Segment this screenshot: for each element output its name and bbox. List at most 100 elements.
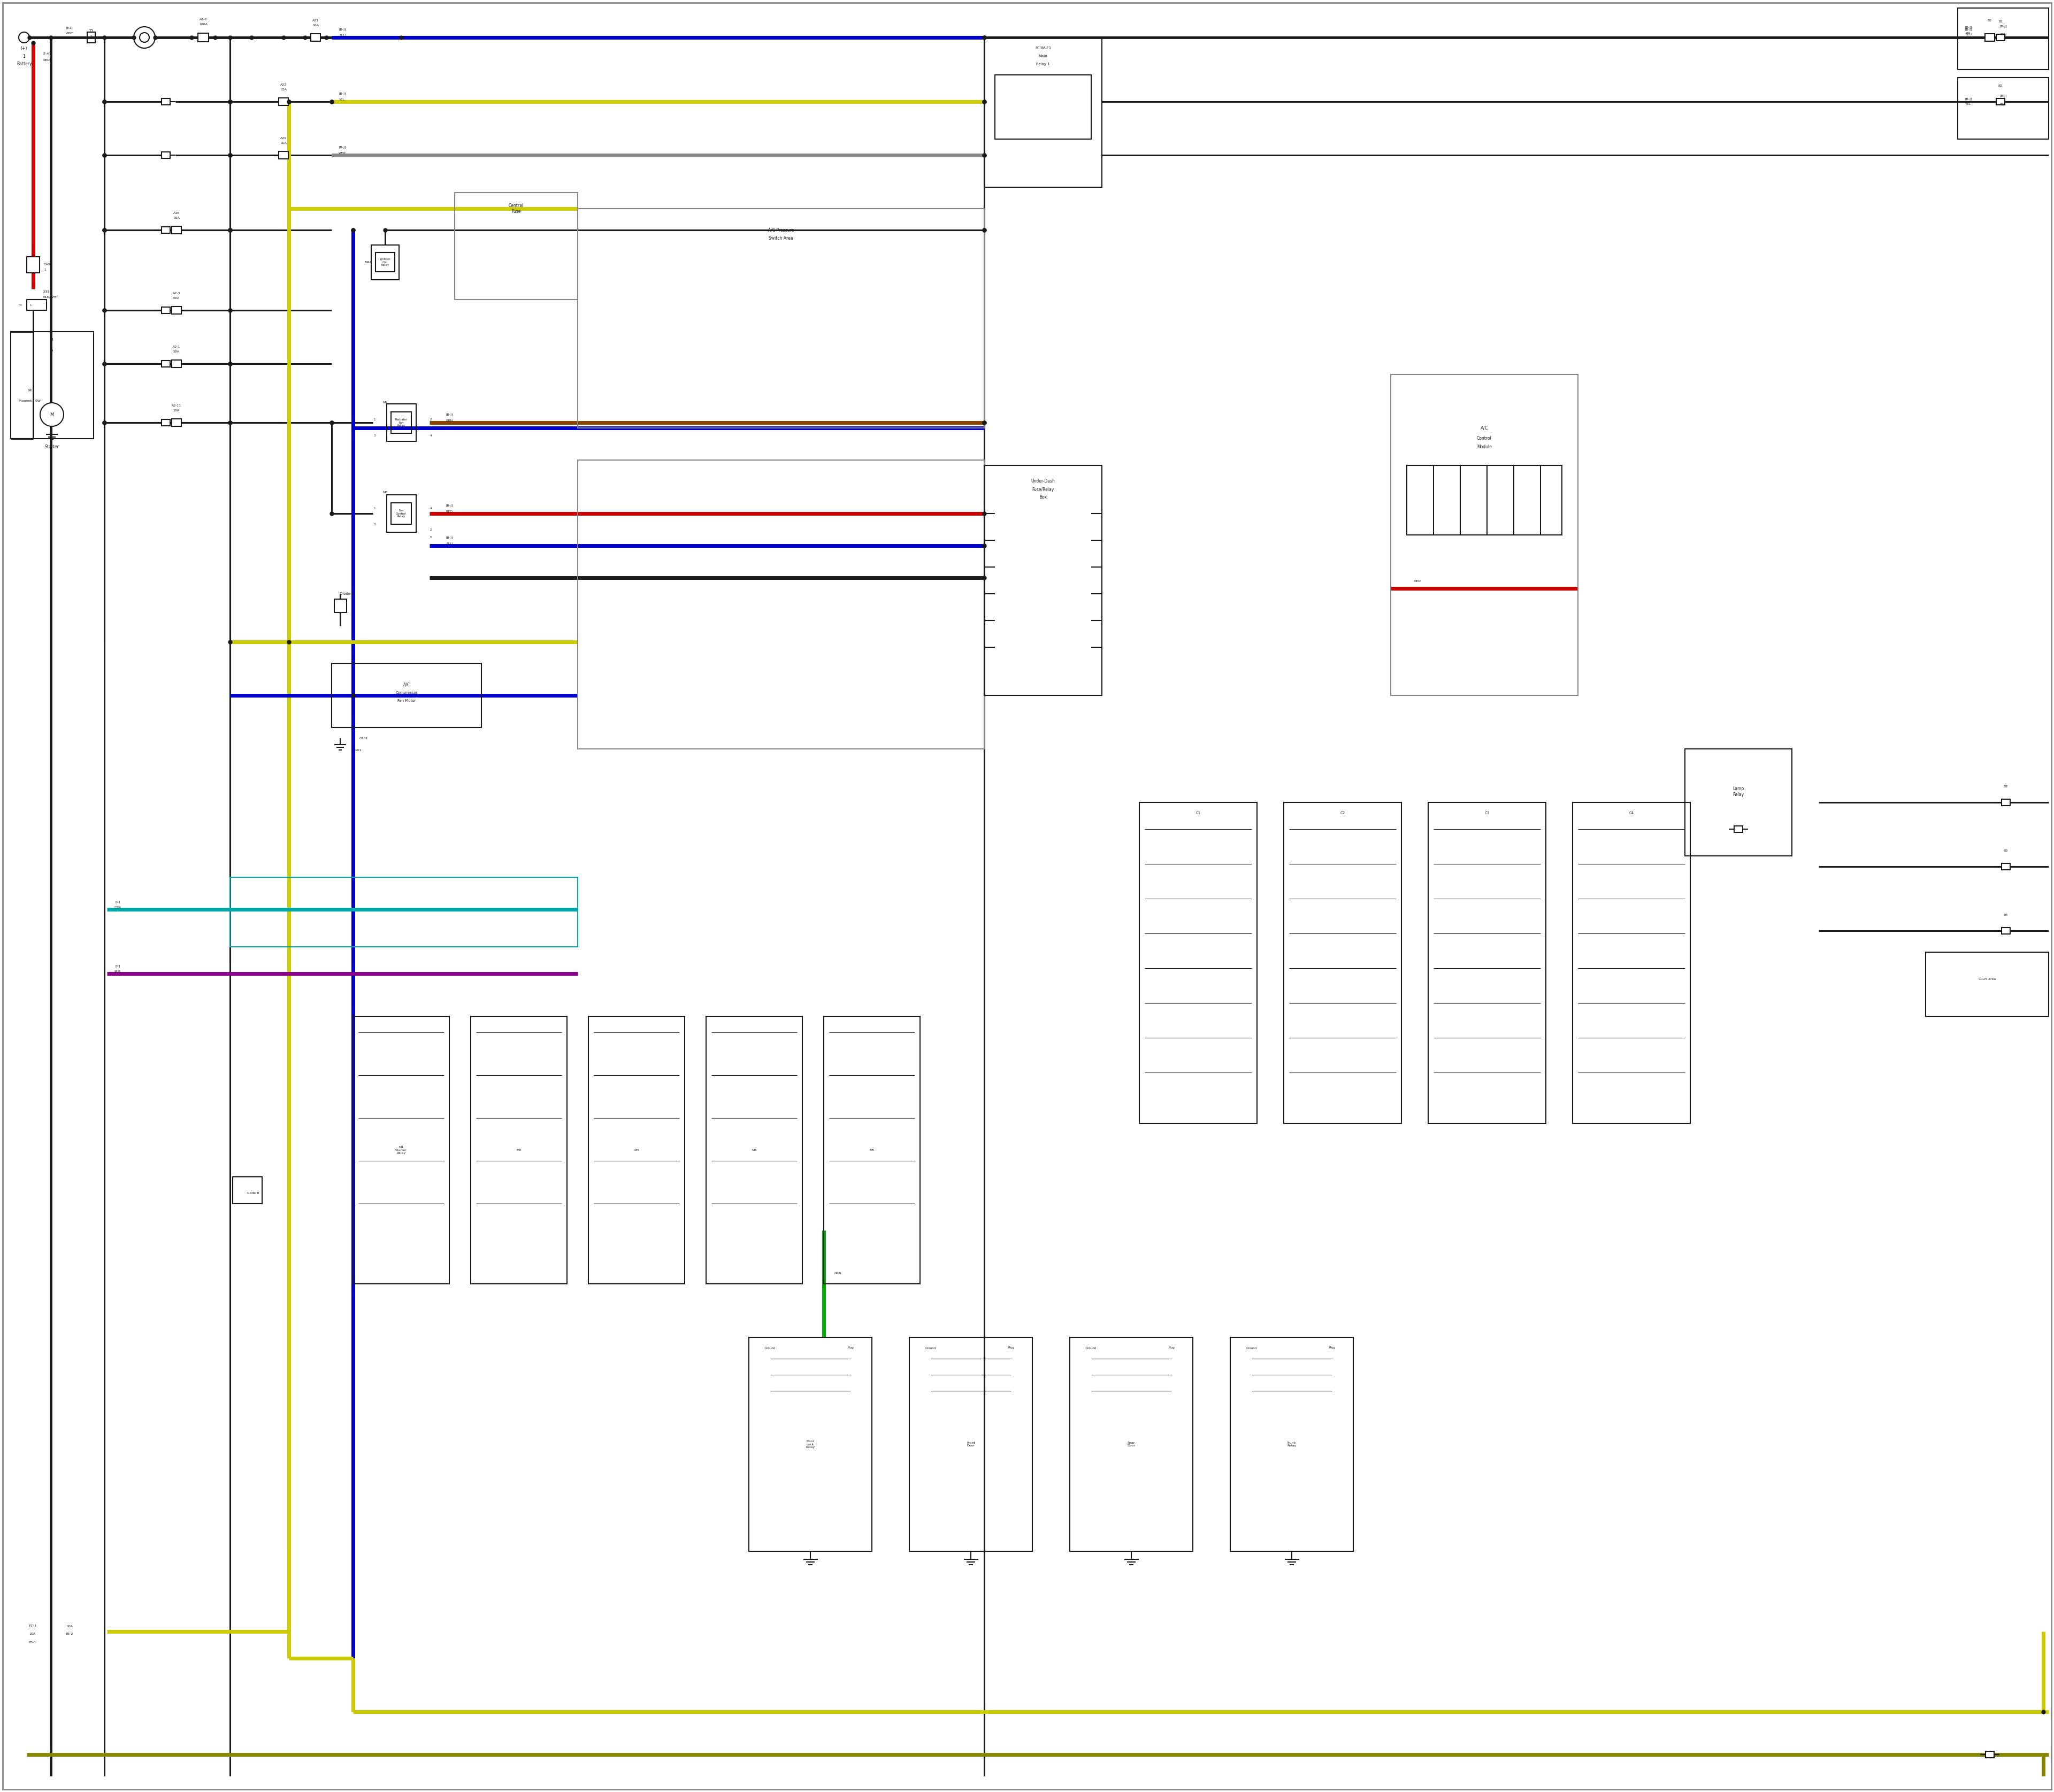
Text: Code B: Code B	[246, 1192, 259, 1193]
Text: Diode B: Diode B	[339, 591, 353, 595]
Text: Relay 1: Relay 1	[1035, 63, 1050, 66]
Text: 10A: 10A	[279, 142, 288, 145]
Bar	[1391, 375, 1577, 695]
Circle shape	[140, 32, 150, 43]
Text: B5-1: B5-1	[29, 1641, 35, 1643]
Bar	[162, 99, 170, 106]
Text: YEL: YEL	[339, 99, 345, 100]
Text: Starter: Starter	[45, 444, 60, 450]
Bar	[390, 412, 411, 434]
Text: A21: A21	[312, 20, 318, 22]
Text: Plug: Plug	[1009, 1346, 1015, 1349]
Bar	[310, 34, 320, 41]
Text: RED: RED	[1413, 579, 1421, 582]
Text: 10A: 10A	[66, 1625, 72, 1627]
Text: Module: Module	[1477, 444, 1491, 450]
Text: C125 area: C125 area	[1978, 978, 1996, 980]
Text: M1
Starter
Relay: M1 Starter Relay	[394, 1145, 407, 1154]
Text: Radiator
Fan
Relay: Radiator Fan Relay	[394, 418, 407, 426]
Text: BLU: BLU	[339, 34, 345, 36]
Text: C1: C1	[1195, 812, 1202, 815]
Text: 20A: 20A	[173, 409, 181, 412]
Text: Fuse/Relay: Fuse/Relay	[1031, 487, 1054, 491]
Text: Lamp
Relay: Lamp Relay	[1734, 787, 1744, 797]
Bar	[1957, 77, 2048, 140]
Text: Central
Fuse: Central Fuse	[509, 204, 524, 213]
Bar	[750, 1337, 871, 1552]
Circle shape	[41, 403, 64, 426]
Text: 16A: 16A	[173, 217, 181, 219]
Text: M: M	[49, 412, 53, 418]
Text: B2: B2	[1988, 20, 1992, 22]
Text: Ground: Ground	[764, 1346, 776, 1349]
Text: [B-J]: [B-J]	[339, 93, 345, 95]
Bar	[1573, 803, 1690, 1124]
Text: G101: G101	[359, 737, 368, 740]
Text: [B-J]: [B-J]	[1999, 95, 2007, 97]
Bar	[984, 466, 1101, 695]
Bar	[390, 504, 411, 523]
Bar	[1984, 34, 1994, 41]
Text: 50A: 50A	[173, 351, 181, 353]
Text: M5: M5	[869, 1149, 875, 1152]
Text: 1: 1	[23, 54, 25, 59]
Text: M44: M44	[366, 262, 372, 263]
Text: A2-1: A2-1	[173, 346, 181, 348]
Text: Plug: Plug	[848, 1346, 854, 1349]
Text: FC3M-F1: FC3M-F1	[1035, 47, 1052, 50]
Text: Ground: Ground	[1087, 1346, 1097, 1349]
Text: Ground: Ground	[1247, 1346, 1257, 1349]
Text: Plug: Plug	[1169, 1346, 1175, 1349]
Text: BLU: BLU	[1966, 34, 1972, 36]
Text: M3: M3	[635, 1149, 639, 1152]
Text: Plug: Plug	[1329, 1346, 1335, 1349]
Text: C408: C408	[43, 263, 53, 267]
Text: 16A: 16A	[312, 23, 318, 27]
Bar	[1428, 803, 1547, 1124]
Bar	[376, 253, 394, 272]
Text: A2-3: A2-3	[173, 292, 181, 294]
Text: [C]: [C]	[115, 964, 119, 968]
Text: [B-J]: [B-J]	[1966, 27, 1972, 29]
Text: 15A: 15A	[279, 88, 288, 91]
Text: G101: G101	[353, 749, 362, 753]
Bar	[279, 151, 288, 159]
Bar	[162, 152, 170, 159]
Text: [C]: [C]	[115, 901, 119, 903]
Bar	[910, 1337, 1033, 1552]
Text: [B-J]: [B-J]	[1966, 97, 1972, 100]
Text: Main: Main	[1039, 54, 1048, 57]
Text: A/C Pressure: A/C Pressure	[768, 228, 795, 233]
Bar	[1927, 952, 2048, 1016]
Bar	[197, 34, 210, 41]
Text: M4: M4	[752, 1149, 756, 1152]
Text: M2: M2	[516, 1149, 522, 1152]
Bar	[27, 299, 47, 310]
Bar	[1284, 803, 1401, 1124]
Bar	[470, 1016, 567, 1283]
Bar	[707, 1016, 803, 1283]
Bar	[1140, 803, 1257, 1124]
Text: CYN: CYN	[115, 907, 121, 909]
Text: B1: B1	[1999, 20, 2003, 23]
Text: A2-11: A2-11	[173, 405, 181, 407]
Text: 1: 1	[90, 36, 92, 38]
Text: Rear
Door: Rear Door	[1128, 1441, 1136, 1448]
Bar	[1684, 749, 1791, 857]
Text: Ground: Ground	[924, 1346, 937, 1349]
Bar	[577, 461, 984, 749]
Text: C2: C2	[1339, 812, 1345, 815]
Bar	[2001, 864, 2011, 871]
Bar	[2001, 799, 2011, 806]
Text: [B-J]: [B-J]	[339, 147, 345, 149]
Bar	[335, 599, 347, 613]
Bar	[1070, 1337, 1193, 1552]
Bar	[994, 75, 1091, 140]
Text: C3: C3	[1485, 812, 1489, 815]
Text: [EE]: [EE]	[43, 290, 49, 292]
Bar	[331, 663, 481, 728]
Bar	[232, 1177, 263, 1204]
Text: A/C: A/C	[403, 683, 411, 686]
Text: A16: A16	[173, 211, 181, 215]
Text: 60A: 60A	[173, 297, 181, 299]
